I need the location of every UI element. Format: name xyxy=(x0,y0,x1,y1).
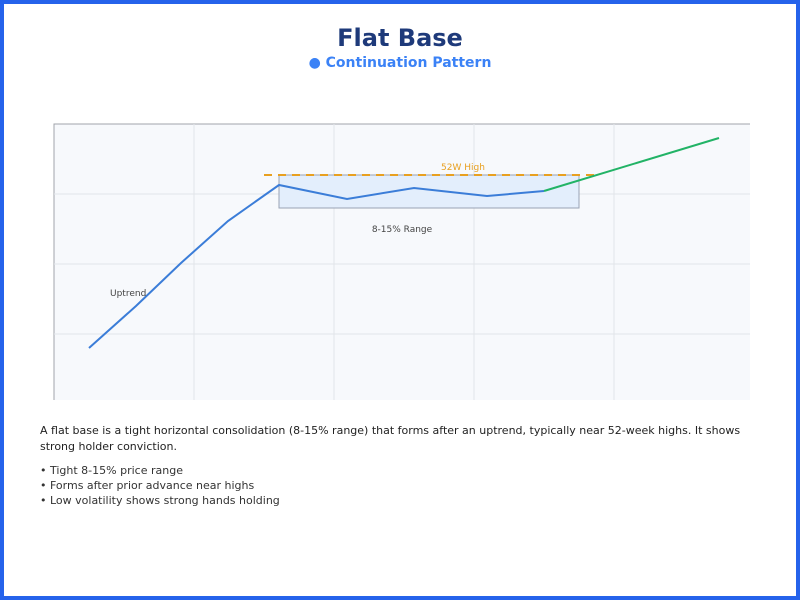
page-title: Flat Base xyxy=(337,24,463,52)
bullet-list: • Tight 8-15% price range • Forms after … xyxy=(40,463,280,508)
bullet-item: • Forms after prior advance near highs xyxy=(40,479,255,492)
pattern-subtitle: ● Continuation Pattern xyxy=(308,55,492,71)
price-line xyxy=(88,183,545,349)
description: A flat base is a tight horizontal consol… xyxy=(40,424,741,453)
plot-area xyxy=(53,123,750,400)
label-52w-high: 52W High xyxy=(441,163,485,173)
breakout-line xyxy=(543,137,720,192)
label-range: 8-15% Range xyxy=(372,225,433,235)
bullet-item: • Tight 8-15% price range xyxy=(40,464,183,477)
flat-base-chart: 52W High 8-15% Range Uptrend xyxy=(53,123,750,400)
bullet-item: • Low volatility shows strong hands hold… xyxy=(40,494,280,507)
label-uptrend: Uptrend xyxy=(110,289,146,299)
